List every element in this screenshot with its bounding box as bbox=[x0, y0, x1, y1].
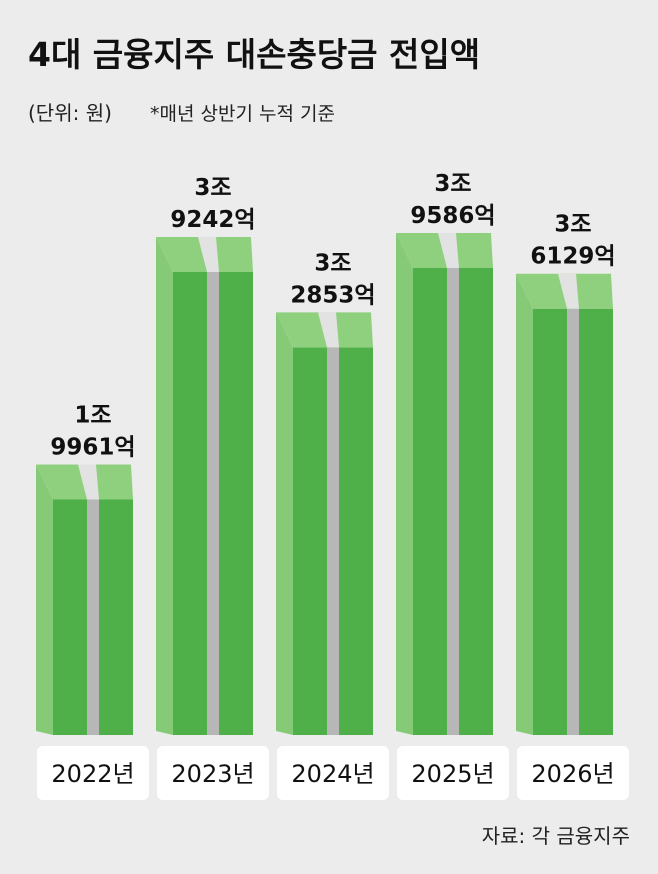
bar bbox=[396, 232, 493, 735]
chart-title: 4대 금융지주 대손충당금 전입액 bbox=[28, 35, 480, 74]
bar-top-band bbox=[438, 232, 459, 268]
category-box bbox=[517, 746, 629, 800]
bar-side bbox=[36, 464, 53, 735]
category-box bbox=[157, 746, 269, 800]
bar-side bbox=[516, 273, 533, 735]
x-tick-label: 2024년 bbox=[291, 760, 374, 788]
unit-note: (단위: 원) bbox=[28, 101, 112, 125]
bar-band bbox=[447, 267, 459, 735]
bar bbox=[36, 464, 133, 735]
bar-side bbox=[156, 237, 173, 735]
value-label: 3조 2853억 bbox=[290, 250, 375, 308]
value-label: 3조 6129억 bbox=[530, 212, 615, 270]
bar bbox=[516, 273, 613, 735]
x-tick-label: 2026년 bbox=[531, 760, 614, 788]
x-tick-label: 2025년 bbox=[411, 760, 494, 788]
category-box bbox=[37, 746, 149, 800]
bar-band bbox=[87, 499, 99, 735]
bar-band bbox=[567, 308, 579, 735]
category-box bbox=[277, 746, 389, 800]
x-tick-label: 2022년 bbox=[51, 760, 134, 788]
bar-top-band bbox=[318, 312, 339, 348]
bar bbox=[276, 312, 373, 735]
bar-band bbox=[327, 347, 339, 735]
bar-band bbox=[207, 272, 219, 735]
category-box bbox=[397, 746, 509, 800]
bar-side bbox=[276, 312, 293, 735]
bar-top-band bbox=[78, 464, 99, 500]
value-label: 3조 9586억 bbox=[410, 171, 495, 229]
subtitle: *매년 상반기 누적 기준 bbox=[150, 103, 335, 125]
bar-top-band bbox=[198, 237, 219, 272]
source: 자료: 각 금융지주 bbox=[482, 824, 630, 848]
bar-side bbox=[396, 232, 413, 735]
bar-top-band bbox=[558, 273, 579, 309]
value-label: 3조 9242억 bbox=[170, 175, 255, 233]
x-tick-label: 2023년 bbox=[171, 760, 254, 788]
bar bbox=[156, 237, 253, 735]
value-label: 1조 9961억 bbox=[50, 402, 135, 460]
